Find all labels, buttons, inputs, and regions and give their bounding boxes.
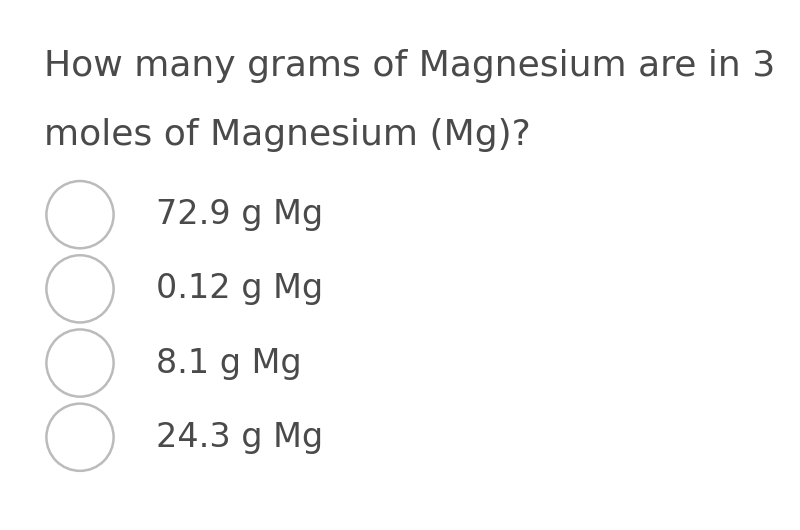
Text: moles of Magnesium (Mg)?: moles of Magnesium (Mg)? — [44, 118, 530, 152]
Ellipse shape — [46, 255, 114, 322]
Text: 24.3 g Mg: 24.3 g Mg — [156, 421, 323, 454]
Text: 72.9 g Mg: 72.9 g Mg — [156, 198, 323, 231]
Ellipse shape — [46, 181, 114, 248]
Text: 8.1 g Mg: 8.1 g Mg — [156, 347, 302, 379]
Text: 0.12 g Mg: 0.12 g Mg — [156, 272, 323, 305]
Ellipse shape — [46, 404, 114, 471]
Text: How many grams of Magnesium are in 3: How many grams of Magnesium are in 3 — [44, 49, 775, 83]
Ellipse shape — [46, 330, 114, 396]
